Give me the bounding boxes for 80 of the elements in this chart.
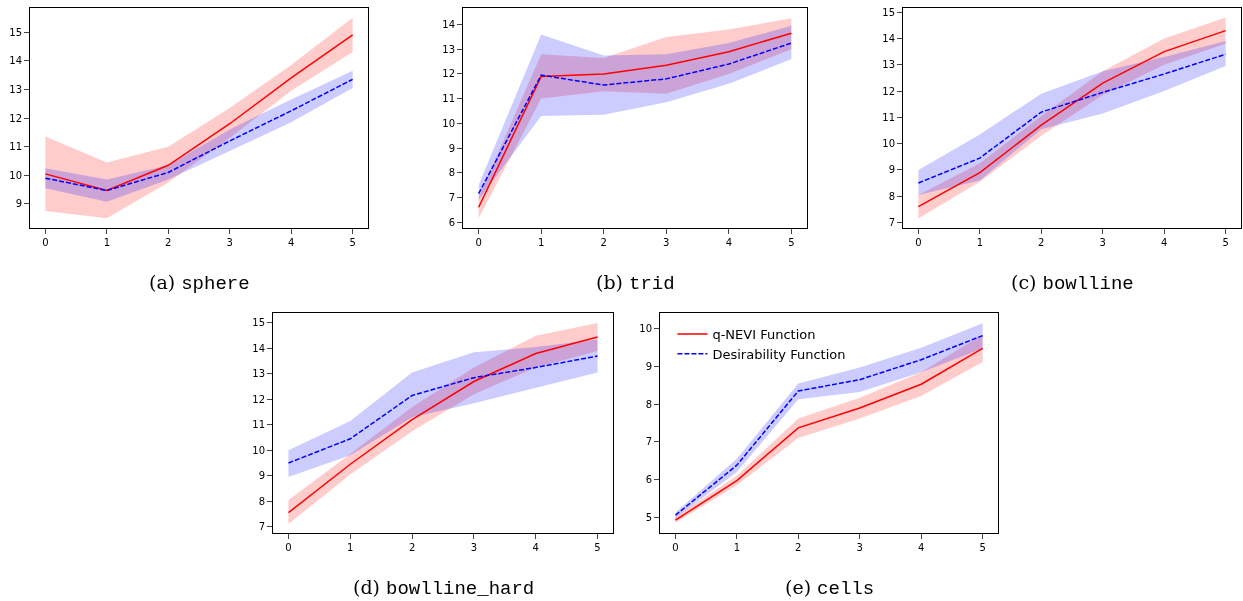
x-tick-label: 4	[917, 542, 925, 553]
x-tick-label: 2	[600, 237, 607, 248]
x-tick-label: 0	[915, 237, 922, 248]
y-tick-label: 10	[9, 169, 22, 181]
y-tick-label: 8	[448, 167, 455, 179]
y-tick-label: 7	[888, 216, 895, 228]
y-tick-label: 15	[882, 6, 895, 18]
x-tick-label: 5	[1222, 237, 1229, 248]
y-tick-label: 7	[258, 521, 265, 533]
text: (b) trid	[596, 271, 675, 295]
x-tick-label: 1	[103, 237, 111, 248]
x-tick-label: 3	[1099, 237, 1106, 248]
y-tick-label: 7	[448, 191, 455, 203]
y-tick-label: 5	[645, 511, 652, 523]
y-tick-label: 8	[645, 398, 652, 410]
y-tick-label: 9	[15, 198, 22, 210]
x-tick-label: 0	[42, 237, 49, 248]
y-tick-label: 12	[252, 393, 265, 405]
x-tick-label: 2	[795, 542, 802, 553]
x-tick-label: 1	[537, 237, 545, 248]
x-tick-label: 0	[475, 237, 482, 248]
y-tick-label: 10	[442, 117, 455, 129]
legend-label: Desirability Function	[712, 346, 846, 362]
y-tick-label: 8	[888, 190, 895, 202]
text: (c) bowlline	[1011, 271, 1134, 295]
x-tick-label: 3	[226, 237, 233, 248]
y-tick-label: 10	[882, 138, 895, 150]
y-tick-label: 14	[9, 55, 22, 67]
x-tick-label: 2	[165, 237, 172, 248]
x-tick-label: 3	[663, 237, 670, 248]
y-tick-label: 9	[645, 360, 652, 372]
x-tick-label: 0	[285, 542, 292, 553]
x-tick-label: 4	[725, 237, 733, 248]
y-tick-label: 12	[442, 68, 455, 80]
y-tick-label: 13	[442, 43, 455, 55]
y-tick-label: 11	[442, 93, 455, 105]
x-tick-label: 5	[594, 542, 601, 553]
y-tick-label: 15	[9, 26, 22, 38]
y-tick-label: 9	[258, 470, 265, 482]
y-tick-label: 13	[9, 83, 22, 95]
x-tick-label: 4	[532, 542, 539, 553]
y-tick-label: 9	[448, 142, 455, 154]
x-tick-label: 2	[1038, 237, 1045, 248]
y-tick-label: 11	[252, 419, 265, 431]
legend-label: q-NEVI Function	[712, 327, 816, 343]
y-tick-label: 15	[252, 317, 265, 329]
y-tick-label: 11	[9, 141, 22, 153]
y-tick-label: 14	[252, 342, 265, 354]
y-tick-label: 11	[882, 111, 895, 123]
x-tick-label: 2	[408, 542, 416, 553]
y-tick-label: 14	[442, 19, 455, 31]
text: (a) sphere	[149, 271, 250, 295]
y-tick-label: 10	[639, 323, 652, 335]
x-tick-label: 5	[979, 542, 986, 553]
y-tick-label: 13	[882, 59, 895, 71]
y-tick-label: 6	[645, 474, 652, 486]
y-tick-label: 8	[258, 495, 265, 507]
x-tick-label: 1	[976, 237, 984, 248]
x-tick-label: 0	[672, 542, 679, 553]
x-tick-label: 3	[470, 542, 478, 553]
y-tick-label: 12	[882, 85, 895, 97]
y-tick-label: 12	[9, 112, 22, 124]
x-tick-label: 4	[287, 237, 295, 248]
x-tick-label: 5	[788, 237, 795, 248]
y-tick-label: 9	[888, 164, 895, 176]
text: (d) bowlline_hard	[353, 576, 535, 600]
x-tick-label: 3	[856, 542, 863, 553]
line-series	[917, 53, 1227, 184]
x-tick-label: 1	[347, 542, 354, 553]
line-series	[287, 355, 599, 464]
text: (e) cells	[785, 576, 875, 600]
y-tick-label: 13	[252, 368, 265, 380]
x-tick-label: 1	[733, 542, 741, 553]
y-tick-label: 7	[645, 436, 652, 448]
line-series	[44, 34, 354, 192]
y-tick-label: 6	[448, 216, 455, 228]
x-tick-label: 5	[349, 237, 356, 248]
y-tick-label: 10	[252, 444, 265, 456]
y-tick-label: 14	[882, 32, 895, 44]
x-tick-label: 4	[1160, 237, 1168, 248]
